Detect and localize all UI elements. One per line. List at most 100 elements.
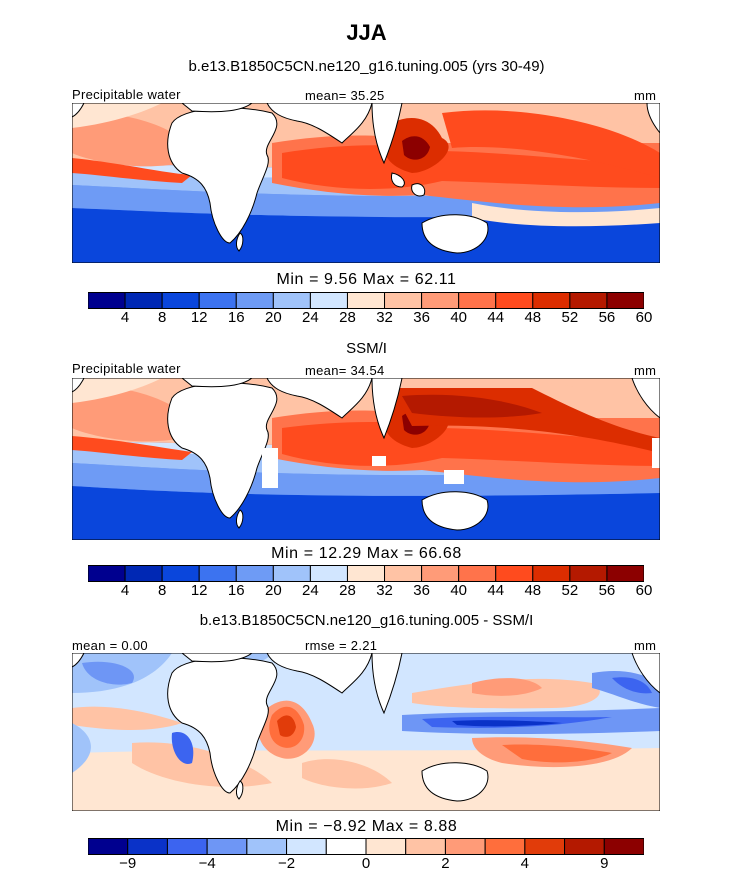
panel-3-rmse-label: rmse = 2.21 <box>305 638 378 653</box>
panel-2-colorbar-tick-label: 16 <box>227 582 245 599</box>
panel-3-colorbar-swatch <box>603 838 644 855</box>
panel-2-colorbar-tick-label: 4 <box>120 582 130 599</box>
panel-1-colorbar-swatch <box>309 292 348 309</box>
panel-1-colorbar-swatch <box>88 292 126 309</box>
panel-1-colorbar <box>88 292 644 309</box>
panel-1-colorbar-tick-label: 60 <box>635 309 653 326</box>
panel-3-colorbar-swatch <box>564 838 605 855</box>
panel-1-colorbar-swatch <box>235 292 274 309</box>
panel-1-colorbar-tick-label: 56 <box>598 309 616 326</box>
panel-1-units-label: mm <box>634 88 657 103</box>
panel-3-colorbar-swatch <box>325 838 367 855</box>
panel-3-colorbar <box>88 838 644 855</box>
panel-1-colorbar-swatch <box>532 292 571 309</box>
panel-2-colorbar-swatch <box>495 565 534 582</box>
panel-3-colorbar-tick-label: −2 <box>278 855 296 872</box>
panel-1-colorbar-tick-label: 4 <box>120 309 130 326</box>
panel-2-colorbar-tick-label: 52 <box>561 582 579 599</box>
panel-3-colorbar-swatch <box>127 838 168 855</box>
panel-1-colorbar-tick-label: 20 <box>264 309 282 326</box>
panel-3-colorbar-tick-label: 4 <box>520 855 530 872</box>
panel-1-colorbar-swatch <box>272 292 311 309</box>
panel-3-colorbar-swatch <box>365 838 407 855</box>
panel-1-colorbar-tick-label: 8 <box>157 309 167 326</box>
panel-1-colorbar-swatch <box>421 292 460 309</box>
panel-3-colorbar-swatch <box>484 838 526 855</box>
panel-3-colorbar-tick-label: 9 <box>600 855 609 872</box>
panel-1-colorbar-swatch <box>384 292 423 309</box>
panel-2-colorbar-swatch <box>235 565 274 582</box>
panel-3-colorbar-swatch <box>88 838 129 855</box>
panel-2-min-max: Min = 12.29 Max = 66.68 <box>271 545 462 562</box>
panel-1-colorbar-swatch <box>198 292 237 309</box>
panel-3-colorbar-swatch <box>206 838 248 855</box>
panel-2-units-label: mm <box>634 363 657 378</box>
panel-2-colorbar-swatch <box>309 565 348 582</box>
panel-1-colorbar-swatch <box>569 292 608 309</box>
panel-1-colorbar-swatch <box>161 292 200 309</box>
panel-3-colorbar-swatch <box>524 838 566 855</box>
panel-1-variable-label: Precipitable water <box>72 87 181 102</box>
panel-2-colorbar-tick-label: 20 <box>264 582 282 599</box>
panel-1-colorbar-tick-label: 16 <box>227 309 245 326</box>
panel-1-colorbar-tick-label: 36 <box>413 309 430 326</box>
panel-3-colorbar-swatch <box>246 838 288 855</box>
panel-2-colorbar-swatch <box>421 565 460 582</box>
panel-2-colorbar-tick-label: 48 <box>524 582 542 599</box>
panel-3-colorbar-tick-label: 2 <box>441 855 450 872</box>
panel-1-colorbar-tick-label: 48 <box>524 309 542 326</box>
panel-2-colorbar-swatch <box>384 565 423 582</box>
panel-2-colorbar-swatch <box>346 565 386 582</box>
panel-3-colorbar-tick-label: −4 <box>198 855 216 872</box>
figure-title: JJA <box>346 20 387 45</box>
panel-3-colorbar-tick-label: −9 <box>119 855 137 872</box>
panel-1-colorbar-tick-label: 24 <box>302 309 319 326</box>
panel-3-map <box>72 653 660 811</box>
panel-2-colorbar-tick-label: 56 <box>598 582 616 599</box>
panel-2-colorbar <box>88 565 644 582</box>
panel-2-colorbar-swatch <box>198 565 237 582</box>
panel-2-colorbar-tick-label: 60 <box>635 582 653 599</box>
panel-2-colorbar-swatch <box>458 565 497 582</box>
panel-1-colorbar-tick-label: 44 <box>487 309 505 326</box>
panel-1-colorbar-tick-label: 32 <box>376 309 393 326</box>
panel-2-colorbar-tick-label: 12 <box>190 582 208 599</box>
panel-3-colorbar-swatch <box>444 838 486 855</box>
panel-1-colorbar-tick-label: 52 <box>561 309 579 326</box>
panel-2-title: SSM/I <box>346 340 387 357</box>
panel-2-colorbar-tick-label: 8 <box>157 582 167 599</box>
panel-1-map <box>72 103 660 263</box>
panel-2-colorbar-tick-label: 28 <box>339 582 356 599</box>
panel-1-colorbar-tick-label: 40 <box>450 309 467 326</box>
panel-2-colorbar-tick-label: 36 <box>413 582 430 599</box>
panel-1-colorbar-swatch <box>124 292 163 309</box>
panel-1-colorbar-tick-label: 28 <box>339 309 356 326</box>
panel-2-colorbar-tick-label: 44 <box>487 582 505 599</box>
panel-1-colorbar-tick-label: 12 <box>190 309 208 326</box>
panel-3-units-label: mm <box>634 638 657 653</box>
panel-2-colorbar-swatch <box>124 565 163 582</box>
panel-2-colorbar-swatch <box>161 565 200 582</box>
panel-3-colorbar-swatch <box>405 838 446 855</box>
panel-1-mean-label: mean= 35.25 <box>305 88 385 103</box>
panel-2-colorbar-swatch <box>272 565 311 582</box>
panel-2-colorbar-swatch <box>88 565 126 582</box>
panel-2-variable-label: Precipitable water <box>72 361 181 376</box>
panel-1-colorbar-swatch <box>458 292 497 309</box>
panel-2-colorbar-swatch <box>606 565 644 582</box>
panel-1-title: b.e13.B1850C5CN.ne120_g16.tuning.005 (yr… <box>188 58 545 75</box>
panel-2-colorbar-tick-label: 24 <box>302 582 319 599</box>
panel-2-colorbar-swatch <box>532 565 571 582</box>
panel-1-colorbar-swatch <box>346 292 386 309</box>
panel-2-colorbar-tick-label: 32 <box>376 582 393 599</box>
panel-1-colorbar-swatch <box>495 292 534 309</box>
panel-1-colorbar-swatch <box>606 292 644 309</box>
panel-1-min-max: Min = 9.56 Max = 62.11 <box>276 271 457 288</box>
panel-2-colorbar-tick-label: 40 <box>450 582 467 599</box>
panel-2-map <box>72 378 660 540</box>
panel-3-colorbar-tick-label: 0 <box>361 855 371 872</box>
panel-3-colorbar-swatch <box>286 838 327 855</box>
panel-2-colorbar-swatch <box>569 565 608 582</box>
panel-3-colorbar-swatch <box>166 838 208 855</box>
panel-3-mean-label: mean = 0.00 <box>72 638 148 653</box>
